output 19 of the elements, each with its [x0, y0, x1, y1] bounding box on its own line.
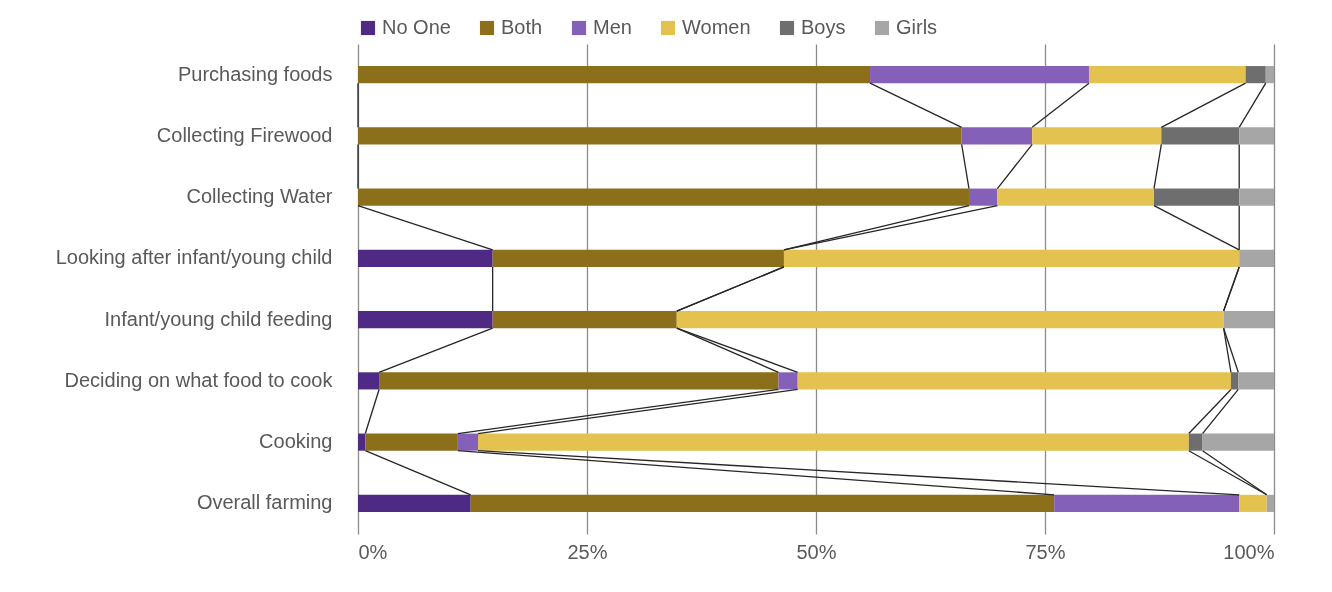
- y-tick-label: Looking after infant/young child: [55, 246, 333, 269]
- y-tick-label: Collecting Water: [186, 185, 333, 208]
- legend-label: Women: [682, 16, 751, 38]
- y-tick-label: Infant/young child feeding: [104, 307, 333, 330]
- y-tick-label: Purchasing foods: [177, 62, 333, 85]
- x-tick-label: 100%: [1223, 540, 1275, 563]
- x-tick-label: 0%: [358, 540, 388, 563]
- x-tick-label: 50%: [796, 540, 837, 563]
- x-tick-label: 25%: [567, 540, 608, 563]
- y-tick-label: Collecting Firewood: [156, 123, 333, 146]
- legend-label: Men: [593, 16, 632, 38]
- y-tick-label: Deciding on what food to cook: [64, 368, 334, 391]
- y-tick-label: Overall farming: [196, 491, 333, 514]
- legend-label: Both: [501, 16, 543, 38]
- x-tick-label: 75%: [1025, 540, 1066, 563]
- legend-label: Boys: [801, 16, 846, 38]
- y-tick-label: Cooking: [259, 430, 333, 453]
- legend-label: Girls: [896, 16, 938, 38]
- legend-label: No One: [382, 16, 451, 38]
